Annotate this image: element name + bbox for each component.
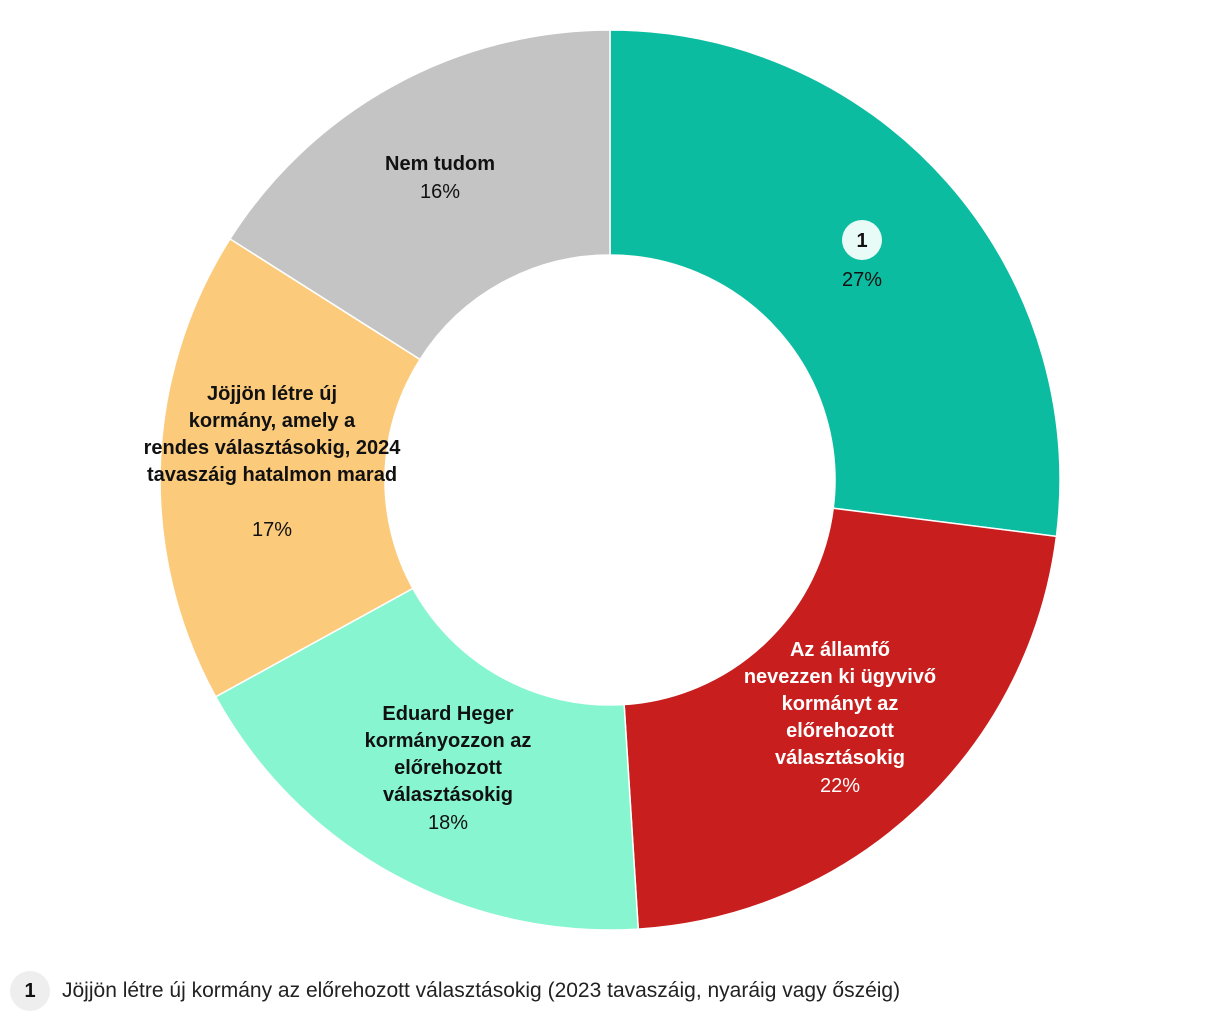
- note-ref-badge: [842, 220, 882, 260]
- slice-category-label: kormány, amely a: [189, 410, 356, 432]
- slice-category-label: Az államfő: [790, 639, 890, 661]
- slice-category-label: nevezzen ki ügyvivő: [744, 666, 936, 688]
- footnote-marker: 1: [10, 971, 50, 1011]
- slice-value-label: 27%: [842, 269, 882, 291]
- slice-category-label: Jöjjön létre új: [207, 383, 337, 405]
- slice-value-label: 18%: [428, 812, 468, 834]
- slice-value-label: 16%: [420, 181, 460, 203]
- slice-1[interactable]: [623, 507, 1058, 930]
- slice-category-label: tavaszáig hatalmon marad: [147, 464, 397, 486]
- slice-0[interactable]: [609, 29, 1061, 538]
- slice-category-label: választásokig: [383, 784, 513, 806]
- slice-category-label: választásokig: [775, 747, 905, 769]
- slice-category-label: Eduard Heger: [382, 703, 513, 725]
- footnote: 1 Jöjjön létre új kormány az előrehozott…: [10, 971, 900, 1011]
- slice-label-1: Az államfő nevezzen ki ügyvivő kormányt az…: [744, 639, 936, 797]
- slice-category-label: előrehozott: [786, 720, 894, 742]
- slice-2[interactable]: [214, 587, 640, 931]
- slice-4[interactable]: [229, 29, 611, 361]
- slice-category-label: kormányozzon az: [365, 730, 532, 752]
- slice-label-0: 1 27%: [842, 220, 882, 291]
- slice-value-label: 17%: [252, 519, 292, 541]
- note-ref-number: 1: [856, 230, 867, 252]
- slice-3[interactable]: [159, 237, 422, 698]
- footnote-text: Jöjjön létre új kormány az előrehozott v…: [62, 979, 901, 1002]
- slice-category-label: rendes választásokig, 2024: [144, 437, 402, 459]
- slice-label-3: Jöjjön létre új kormány, amely a rendes vá…: [144, 383, 402, 541]
- slice-label-2: Eduard Heger kormányozzon az előrehozott vá…: [365, 703, 532, 834]
- slice-value-label: 22%: [820, 775, 860, 797]
- donut-chart: 1 27% Az államfő nevezzen ki ügyvivő kormány…: [144, 29, 1061, 931]
- slice-category-label: előrehozott: [394, 757, 502, 779]
- slice-category-label: kormányt az: [782, 693, 899, 715]
- slice-label-4: Nem tudom 16%: [385, 153, 495, 203]
- slice-category-label: Nem tudom: [385, 153, 495, 175]
